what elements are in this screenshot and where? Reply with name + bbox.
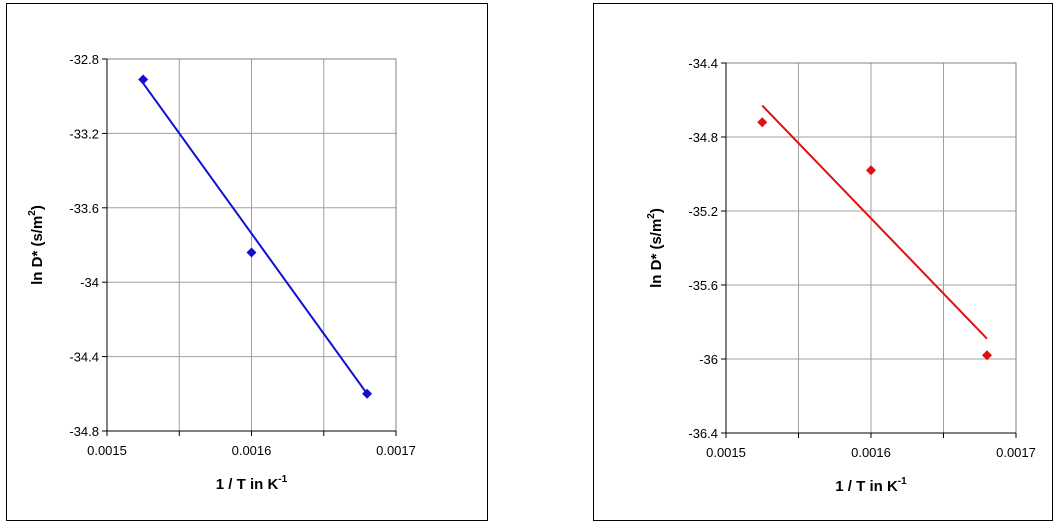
x-tick-label: 0.0015 <box>706 445 746 460</box>
x-tick-label: 0.0017 <box>996 445 1036 460</box>
x-tick-label: 0.0015 <box>87 443 127 458</box>
x-axis-title: 1 / T in K-1 <box>835 476 907 495</box>
y-tick-label: -36.4 <box>688 426 718 441</box>
chart-panel-right: -34.4 -34.8 -35.2 -35.6 -36 -36.4 0.0015 0.0016… <box>593 3 1053 521</box>
chart-right-svg: -34.4 -34.8 -35.2 -35.6 -36 -36.4 0.0015 0.0016… <box>646 56 1036 495</box>
y-axis-title: ln D* (s/m2) <box>646 208 665 288</box>
x-tick-label: 0.0016 <box>851 445 891 460</box>
chart-left-svg: -32.8 -33.2 -33.6 -34 -34.4 -34.8 0.0015 0.0016… <box>27 52 416 493</box>
y-tick-label: -35.2 <box>688 204 718 219</box>
y-tick-label: -34.4 <box>69 350 99 365</box>
data-point <box>246 247 257 258</box>
data-point <box>138 74 149 85</box>
data-point <box>866 165 876 176</box>
y-axis-title: ln D* (s/m2) <box>27 205 46 285</box>
x-tick-label: 0.0017 <box>376 443 416 458</box>
y-tick-label: -32.8 <box>69 52 99 67</box>
y-tick-label: -34.8 <box>688 130 718 145</box>
data-point <box>982 350 992 361</box>
y-tick-label: -33.6 <box>69 201 99 216</box>
y-tick-label: -34 <box>80 275 99 290</box>
y-tick-label: -34.8 <box>69 424 99 439</box>
data-point <box>757 117 768 128</box>
y-tick-label: -36 <box>699 352 718 367</box>
y-tick-label: -35.6 <box>688 278 718 293</box>
data-point <box>362 388 373 399</box>
trendline <box>142 82 368 395</box>
y-tick-label: -33.2 <box>69 126 99 141</box>
chart-panel-left: -32.8 -33.2 -33.6 -34 -34.4 -34.8 0.0015 0.0016… <box>6 3 488 521</box>
trendline <box>761 104 988 340</box>
y-tick-label: -34.4 <box>688 56 718 71</box>
x-tick-label: 0.0016 <box>232 443 272 458</box>
x-axis-title: 1 / T in K-1 <box>216 474 288 493</box>
